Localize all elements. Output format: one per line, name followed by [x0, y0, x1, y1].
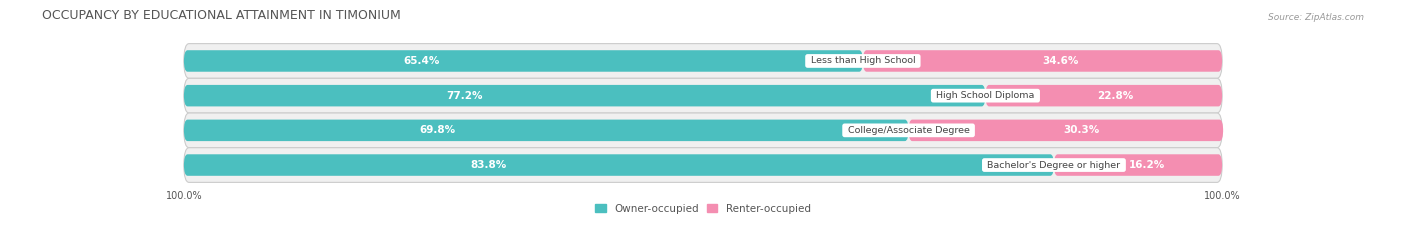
FancyBboxPatch shape — [184, 113, 1222, 148]
Text: 22.8%: 22.8% — [1098, 91, 1133, 101]
FancyBboxPatch shape — [184, 78, 1222, 113]
Text: OCCUPANCY BY EDUCATIONAL ATTAINMENT IN TIMONIUM: OCCUPANCY BY EDUCATIONAL ATTAINMENT IN T… — [42, 10, 401, 22]
Text: 83.8%: 83.8% — [470, 160, 506, 170]
Text: 65.4%: 65.4% — [404, 56, 440, 66]
FancyBboxPatch shape — [986, 85, 1222, 106]
Text: Less than High School: Less than High School — [807, 56, 918, 65]
Legend: Owner-occupied, Renter-occupied: Owner-occupied, Renter-occupied — [595, 204, 811, 214]
Text: 16.2%: 16.2% — [1129, 160, 1164, 170]
Text: 100.0%: 100.0% — [1204, 191, 1240, 201]
Text: 69.8%: 69.8% — [419, 125, 456, 135]
FancyBboxPatch shape — [184, 148, 1222, 182]
FancyBboxPatch shape — [1054, 154, 1222, 176]
Text: 34.6%: 34.6% — [1042, 56, 1078, 66]
FancyBboxPatch shape — [863, 50, 1222, 72]
Text: Bachelor's Degree or higher: Bachelor's Degree or higher — [984, 161, 1123, 170]
Text: College/Associate Degree: College/Associate Degree — [845, 126, 973, 135]
FancyBboxPatch shape — [184, 50, 863, 72]
FancyBboxPatch shape — [908, 120, 1223, 141]
FancyBboxPatch shape — [184, 120, 908, 141]
FancyBboxPatch shape — [184, 44, 1222, 78]
Text: 30.3%: 30.3% — [1063, 125, 1099, 135]
FancyBboxPatch shape — [184, 85, 986, 106]
Text: 100.0%: 100.0% — [166, 191, 202, 201]
Text: 77.2%: 77.2% — [446, 91, 482, 101]
Text: Source: ZipAtlas.com: Source: ZipAtlas.com — [1268, 14, 1364, 22]
Text: High School Diploma: High School Diploma — [934, 91, 1038, 100]
FancyBboxPatch shape — [184, 154, 1054, 176]
